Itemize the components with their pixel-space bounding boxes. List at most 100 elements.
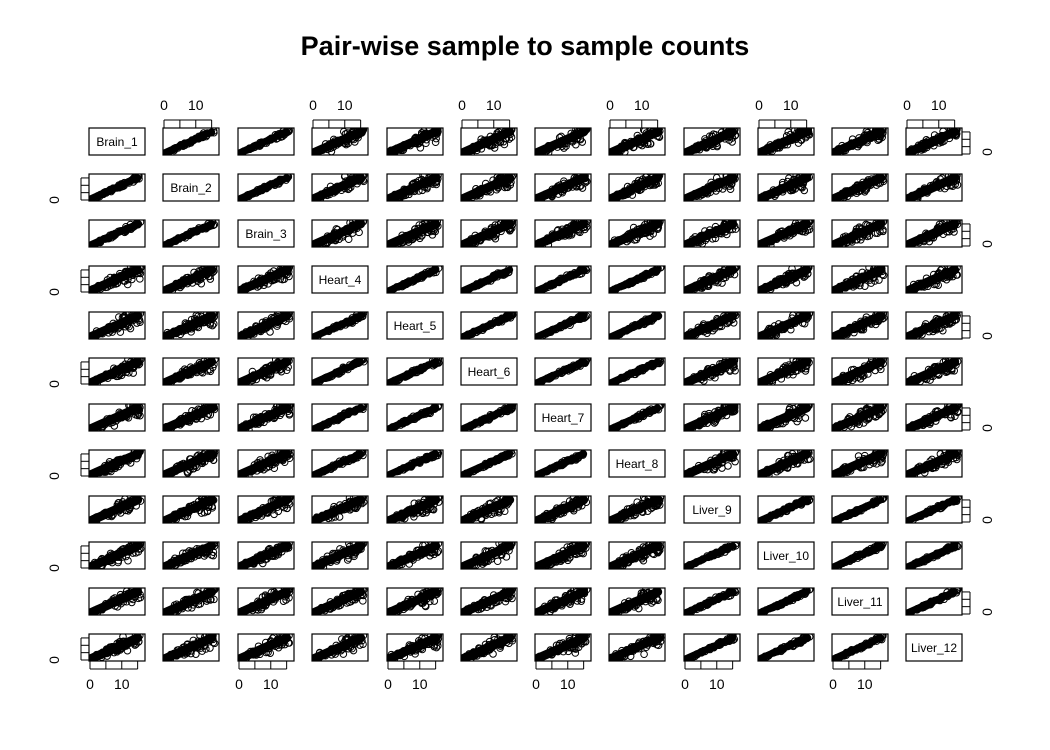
panel-Heart_6-vs-Heart_4 — [311, 357, 369, 386]
dense-points — [535, 312, 588, 339]
points — [89, 312, 145, 339]
dense-points — [163, 128, 216, 155]
points — [832, 174, 888, 201]
panel-Heart_6-vs-Heart_8 — [608, 357, 666, 386]
points — [535, 174, 591, 201]
panel-Heart_5-vs-Heart_4 — [311, 311, 369, 340]
dense-points — [387, 128, 441, 155]
points — [312, 174, 368, 201]
panel-Heart_5-vs-Heart_8 — [608, 311, 666, 340]
dense-points — [312, 220, 366, 247]
panel-Brain_1-vs-Brain_1: Brain_1 — [88, 127, 146, 156]
panel-Heart_6-vs-Liver_9 — [683, 357, 741, 386]
panel-Heart_6-vs-Brain_2 — [162, 357, 220, 386]
dense-points — [684, 128, 738, 155]
dense-points — [387, 174, 441, 201]
dense-points — [832, 128, 886, 155]
panel-Brain_2-vs-Liver_12 — [905, 173, 963, 202]
dense-points — [387, 220, 441, 247]
dense-points — [238, 128, 291, 155]
panel-grid: Brain_1Brain_2Brain_3Heart_4Heart_5Heart… — [46, 97, 995, 692]
diag-label: Heart_5 — [394, 319, 437, 333]
panel-Brain_1-vs-Liver_11 — [831, 127, 889, 156]
points — [906, 312, 961, 339]
points — [461, 220, 517, 247]
dense-points — [89, 220, 142, 247]
points — [312, 404, 368, 431]
dense-points — [684, 266, 738, 293]
points — [906, 266, 962, 293]
data-point — [800, 186, 809, 195]
dense-points — [609, 358, 662, 385]
points — [832, 358, 888, 385]
dense-points — [387, 358, 440, 385]
points — [89, 404, 144, 431]
panel-Brain_3-vs-Liver_9 — [683, 219, 741, 248]
data-point — [340, 174, 349, 181]
points — [461, 174, 517, 201]
panel-Brain_3-vs-Brain_2 — [162, 219, 220, 248]
data-point — [416, 143, 425, 152]
panel-Heart_4-vs-Brain_2 — [162, 265, 220, 294]
points — [238, 128, 293, 155]
points — [89, 266, 145, 293]
dense-points — [684, 220, 738, 247]
panel-Brain_2-vs-Heart_4 — [311, 173, 369, 202]
panel-Heart_4-vs-Heart_7 — [534, 265, 592, 294]
dense-points — [758, 220, 812, 247]
points — [906, 358, 962, 385]
dense-points — [312, 358, 365, 385]
data-point — [646, 140, 655, 148]
panel-Brain_1-vs-Brain_2 — [162, 127, 220, 156]
panel-Heart_5-vs-Brain_1 — [88, 311, 146, 340]
points — [238, 358, 293, 385]
points — [387, 220, 442, 247]
panel-Heart_4-vs-Heart_6 — [460, 265, 518, 294]
panel-Heart_4-vs-Heart_4: Heart_4 — [311, 265, 369, 294]
panel-frame — [386, 311, 444, 340]
dense-points — [461, 128, 515, 155]
points — [758, 128, 814, 155]
panel-Heart_6-vs-Heart_7 — [534, 357, 592, 386]
points — [832, 128, 887, 155]
points — [238, 404, 294, 431]
panel-Brain_2-vs-Heart_8 — [608, 173, 666, 202]
panel-Heart_5-vs-Heart_5: Heart_5 — [386, 311, 444, 340]
data-point — [726, 185, 735, 193]
dense-points — [758, 128, 812, 155]
dense-points — [832, 266, 886, 293]
dense-points — [535, 266, 588, 293]
panel-Heart_5-vs-Heart_7 — [534, 311, 592, 340]
dense-points — [535, 220, 589, 247]
dense-points — [535, 358, 588, 385]
points — [684, 358, 739, 385]
data-point — [209, 320, 218, 328]
dense-points — [906, 312, 960, 339]
dense-points — [238, 174, 291, 201]
dense-points — [238, 312, 292, 339]
points — [832, 312, 888, 339]
panel-Heart_4-vs-Heart_8 — [608, 265, 666, 294]
dense-points — [238, 358, 292, 385]
panel-Heart_5-vs-Liver_9 — [683, 311, 741, 340]
panel-Brain_3-vs-Liver_10 — [757, 219, 815, 248]
points — [684, 312, 740, 339]
dense-points — [906, 220, 960, 247]
dense-points — [832, 220, 886, 247]
panel-Heart_4-vs-Liver_11 — [831, 265, 889, 294]
dense-points — [89, 174, 142, 201]
panel-Heart_6-vs-Brain_3 — [237, 357, 295, 386]
dense-points — [832, 358, 886, 385]
dense-points — [312, 312, 365, 339]
panel-frame — [88, 127, 146, 156]
panel-frame — [311, 265, 369, 294]
panel-Brain_3-vs-Heart_8 — [608, 219, 666, 248]
points — [238, 266, 294, 293]
dense-points — [312, 174, 366, 201]
points — [609, 128, 664, 155]
panel-Heart_4-vs-Liver_9 — [683, 265, 741, 294]
points — [609, 312, 663, 339]
points — [387, 358, 443, 385]
chart-title: Pair-wise sample to sample counts — [301, 31, 750, 61]
points — [906, 174, 962, 201]
